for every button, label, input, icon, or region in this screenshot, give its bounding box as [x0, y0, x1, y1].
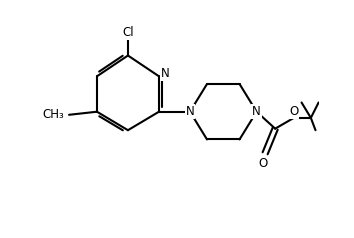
Text: N: N: [185, 105, 194, 118]
Text: O: O: [289, 105, 298, 118]
Text: Cl: Cl: [122, 26, 134, 39]
Text: CH₃: CH₃: [42, 108, 64, 121]
Text: O: O: [258, 157, 267, 170]
Text: N: N: [252, 105, 261, 118]
Text: N: N: [161, 67, 170, 80]
